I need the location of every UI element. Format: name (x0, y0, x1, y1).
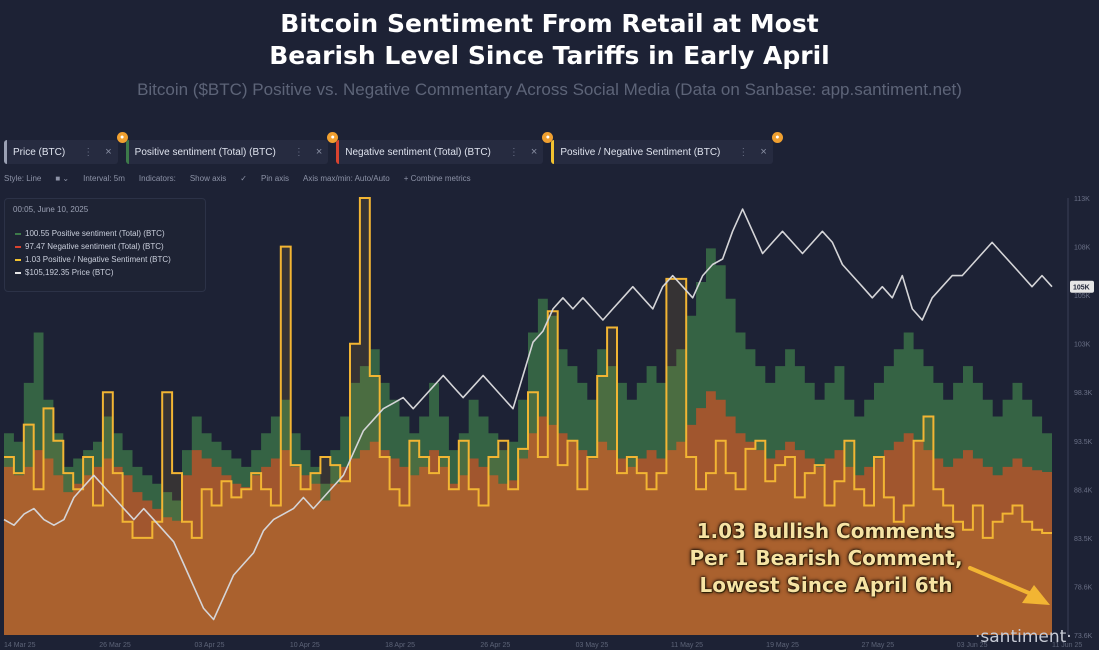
y-tick-label: 103K (1074, 342, 1091, 349)
tooltip-row: 100.55 Positive sentiment (Total) (BTC) (15, 229, 165, 238)
price-series (3, 208, 1053, 621)
x-tick-label: 11 May 25 (671, 642, 703, 649)
x-tick-label: 11 Jun 25 (1052, 642, 1082, 649)
pin-axis-toggle[interactable]: Pin axis (261, 174, 290, 183)
close-icon[interactable]: × (760, 146, 767, 158)
y-tick-label: 105K (1074, 293, 1091, 300)
current-price-marker (1070, 280, 1094, 293)
x-tick-label: 26 Apr 25 (480, 642, 510, 649)
settings-badge-icon[interactable]: ● (327, 132, 339, 143)
tab-label: Price (BTC) (13, 146, 66, 158)
callout-line-3: Lowest Since April 6th (699, 573, 953, 597)
settings-badge-icon[interactable]: ● (542, 132, 554, 143)
kebab-menu-icon[interactable]: ⋮ (293, 146, 304, 158)
callout-line-1: 1.03 Bullish Comments (696, 519, 956, 543)
x-tick-label: 18 Apr 25 (385, 642, 415, 649)
chart-subtitle: Bitcoin ($BTC) Positive vs. Negative Com… (137, 80, 962, 99)
tooltip-row: 97.47 Negative sentiment (Total) (BTC) (15, 242, 164, 251)
callout-arrow (968, 566, 1050, 605)
tab-negative-sentiment[interactable]: Negative sentiment (Total) (BTC) ⋮ × ● (336, 132, 554, 164)
close-icon[interactable]: × (530, 146, 538, 158)
x-tick-label: 14 Mar 25 (4, 642, 36, 649)
indicators-select[interactable]: Indicators: (138, 174, 176, 183)
x-tick-label: 26 Mar 25 (99, 642, 131, 649)
tab-label: Positive sentiment (Total) (BTC) (134, 146, 276, 158)
close-icon[interactable]: × (315, 146, 323, 158)
tab-ratio-sentiment[interactable]: Positive / Negative Sentiment (BTC) ⋮ × … (551, 132, 783, 164)
y-tick-label: 108K (1074, 245, 1091, 252)
kebab-menu-icon[interactable]: ⋮ (738, 146, 749, 158)
checkmark-icon[interactable]: ✓ (240, 174, 247, 183)
tab-label: Positive / Negative Sentiment (BTC) (560, 146, 721, 158)
axis-maxmin-select[interactable]: Axis max/min: Auto/Auto (303, 174, 390, 183)
settings-badge-icon[interactable]: ● (116, 132, 128, 143)
negative-sentiment-series (4, 391, 1052, 635)
tab-price[interactable]: Price (BTC) ⋮ × ● (4, 132, 128, 164)
chart-toolbar: Style: Line ■ ⌄ Interval: 5m Indicators:… (4, 174, 471, 183)
axes: 113K 108K 105K 103K 98.3K 93.5K 88.4K 83.5K 78.6… (4, 196, 1094, 649)
y-tick-label: 98.3K (1074, 390, 1093, 397)
callout-line-2: Per 1 Bearish Comment, (689, 546, 963, 570)
color-select[interactable]: ■ ⌄ (55, 174, 70, 183)
close-icon[interactable]: × (105, 146, 112, 158)
arrow-head-icon (1022, 585, 1050, 605)
tab-positive-sentiment[interactable]: Positive sentiment (Total) (BTC) ⋮ × ● (125, 132, 339, 164)
tab-label: Negative sentiment (Total) (BTC) (345, 146, 491, 158)
x-tick-label: 03 May 25 (576, 642, 609, 649)
chart-plot[interactable]: 113K 108K 105K 103K 98.3K 93.5K 88.4K 83.5K 78.6… (0, 190, 1099, 650)
tooltip-panel: 00:05, June 10, 2025 100.55 Positive sen… (4, 198, 206, 292)
arrow-shaft (968, 566, 1038, 598)
ratio-sentiment-line (4, 197, 1052, 539)
title-line-1: Bitcoin Sentiment From Retail at Most (280, 9, 819, 38)
y-tick-label: 88.4K (1074, 487, 1093, 494)
interval-select[interactable]: Interval: 5m (83, 174, 125, 183)
ratio-sentiment-series (4, 197, 1052, 635)
combine-metrics-button[interactable]: + Combine metrics (403, 174, 471, 183)
chart-title: Bitcoin Sentiment From Retail at Most Be… (0, 0, 1099, 84)
current-price-label: 105K (1073, 285, 1090, 292)
kebab-menu-icon[interactable]: ⋮ (508, 146, 519, 158)
santiment-logo: ·santiment· (975, 627, 1072, 647)
y-tick-label: 83.5K (1074, 536, 1093, 543)
kebab-menu-icon[interactable]: ⋮ (83, 146, 94, 158)
title-line-2: Bearish Level Since Tariffs in Early Apr… (269, 41, 830, 70)
y-tick-label: 93.5K (1074, 439, 1093, 446)
settings-badge-icon[interactable]: ● (771, 132, 783, 143)
x-tick-label: 19 May 25 (766, 642, 799, 649)
annotation-callout: 1.03 Bullish Comments Per 1 Bearish Comm… (676, 518, 976, 599)
y-tick-label: 113K (1074, 196, 1090, 203)
x-tick-label: 03 Apr 25 (195, 642, 225, 649)
tooltip-row: $105,192.35 Price (BTC) (15, 268, 114, 277)
y-tick-label: 78.6K (1074, 584, 1093, 591)
negative-sentiment-area (4, 391, 1052, 635)
style-select[interactable]: Style: Line (4, 174, 42, 183)
x-tick-label: 27 May 25 (861, 642, 894, 649)
show-axis-toggle[interactable]: Show axis (189, 174, 227, 183)
metric-tabs: Price (BTC) ⋮ × ● Positive sentiment (To… (4, 132, 783, 166)
tooltip-row: 1.03 Positive / Negative Sentiment (BTC) (15, 255, 171, 264)
y-tick-label: 73.6K (1074, 633, 1093, 640)
x-tick-label: 10 Apr 25 (290, 642, 320, 649)
tooltip-date: 00:05, June 10, 2025 (13, 205, 89, 214)
price-line (3, 208, 1053, 621)
x-tick-label: 03 Jun 25 (957, 642, 988, 649)
